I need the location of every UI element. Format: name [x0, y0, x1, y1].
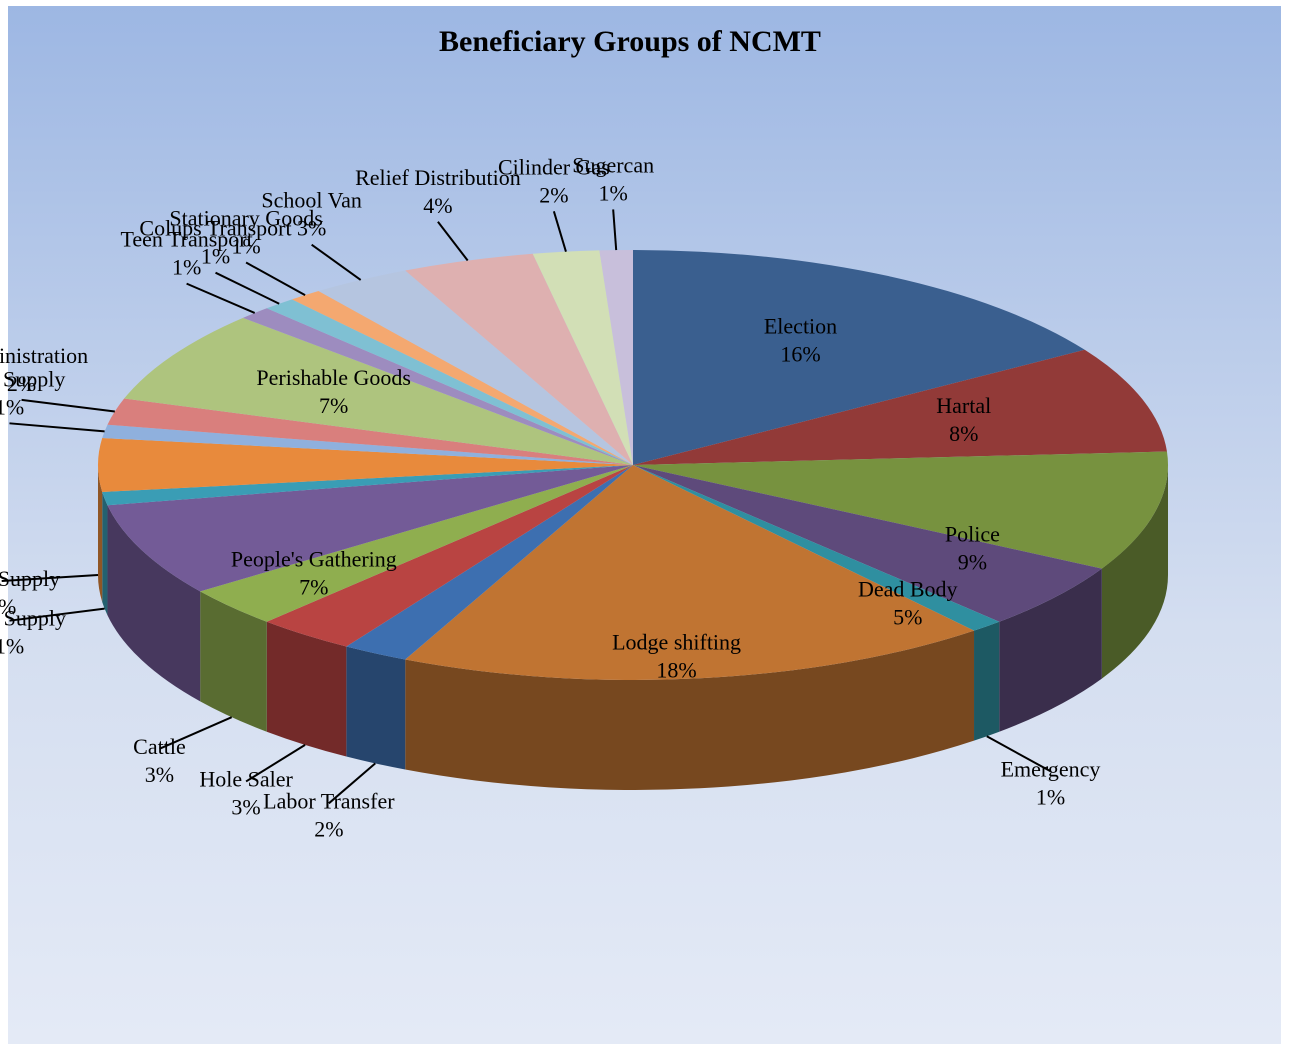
data-label-value: 3%: [297, 216, 326, 241]
leader-line: [21, 398, 115, 413]
slice-side: [200, 591, 267, 732]
slice: [102, 465, 634, 506]
slice: [266, 465, 633, 647]
data-label-name: Teen Transport: [120, 227, 252, 252]
data-label-name: Lodge shifting: [612, 630, 741, 655]
leader-line: [437, 221, 469, 262]
data-label-value: 8%: [949, 421, 978, 446]
data-label-value: 1%: [201, 244, 230, 269]
leader-line: [215, 271, 280, 305]
data-label-value: 2%: [539, 182, 568, 207]
data-label-name: Sugercan: [572, 152, 654, 177]
data-label-value: 1%: [1036, 784, 1065, 809]
data-label-value: 18%: [656, 658, 696, 683]
data-label-name: Sand Supply: [0, 366, 65, 391]
slice: [291, 291, 633, 465]
slice: [405, 465, 975, 681]
slice-side: [102, 491, 108, 616]
leader-line: [9, 607, 105, 622]
slice: [243, 308, 634, 465]
slice: [633, 465, 1102, 622]
data-label-name: Police: [945, 522, 1000, 547]
leader-line: [245, 744, 306, 783]
data-label-name: Administration: [0, 343, 88, 368]
slice: [532, 250, 633, 465]
slice: [124, 317, 634, 465]
leader-line: [612, 209, 618, 251]
slice-side: [1101, 465, 1168, 679]
data-label-name: Brick Supply: [0, 566, 60, 591]
slice-side: [266, 621, 347, 757]
leader-line: [986, 735, 1051, 773]
data-label-name: Cilinder Gas: [498, 154, 610, 179]
data-label-value: 2%: [7, 371, 36, 396]
slice-side: [405, 630, 975, 791]
slice: [98, 438, 634, 492]
slice: [318, 270, 633, 465]
data-label-value: 2%: [314, 816, 343, 841]
data-label-value: 16%: [780, 342, 820, 367]
data-label-value: 1%: [231, 234, 260, 259]
data-label-value: 9%: [958, 550, 987, 575]
data-label-value: 1%: [599, 180, 628, 205]
leader-line: [245, 261, 306, 296]
slice: [599, 250, 633, 465]
slice: [633, 349, 1167, 465]
slice: [200, 465, 633, 622]
data-label-name: Election: [764, 314, 837, 339]
slice-side: [107, 505, 201, 702]
slice: [633, 465, 1000, 631]
slice: [405, 253, 633, 465]
data-label-value: 3%: [145, 762, 174, 787]
data-label-value: 7%: [299, 575, 328, 600]
data-label-value: 1%: [0, 634, 24, 659]
data-label-name: People's Gathering: [231, 547, 397, 572]
data-label-value: 7%: [319, 393, 348, 418]
data-label-name: Hartal: [936, 393, 991, 418]
leader-line: [9, 422, 105, 433]
leader-line: [1, 574, 99, 582]
data-label-name: Relief Distribution: [355, 165, 521, 190]
slice-side: [974, 621, 1000, 741]
leader-line: [552, 211, 567, 252]
data-label-name: Colups Transport: [139, 216, 291, 241]
data-label-value: 5%: [893, 605, 922, 630]
data-label-name: Cattle: [133, 734, 186, 759]
slice-side: [346, 646, 406, 770]
slice: [107, 398, 633, 465]
data-label-value: 4%: [0, 594, 16, 619]
leader-line: [328, 762, 376, 805]
data-label-name: Labor Transfer: [263, 788, 395, 813]
data-label-name: Dead Body: [858, 577, 958, 602]
slice-side: [999, 568, 1102, 732]
chart-title: Beneficiary Groups of NCMT: [439, 25, 821, 58]
data-label-value: 1%: [172, 255, 201, 280]
leader-line: [311, 243, 362, 281]
data-label-value: 4%: [423, 193, 452, 218]
data-label-name: Food Supply: [0, 606, 66, 631]
data-label-name: Stationary Goods: [169, 206, 322, 231]
leader-line: [186, 282, 256, 314]
slice: [266, 299, 633, 465]
data-label-name: School Van: [261, 188, 361, 213]
leader-line: [159, 716, 233, 750]
slice-side: [98, 465, 103, 602]
data-label-name: Hole Saler: [199, 767, 293, 792]
data-label-name: Perishable Goods: [256, 365, 411, 390]
data-label-value: 1%: [0, 394, 24, 419]
data-label-name: Emergency: [1001, 756, 1101, 781]
slice: [633, 451, 1168, 569]
slice: [346, 465, 633, 660]
slice: [107, 465, 633, 592]
slice: [633, 250, 1085, 465]
slice: [102, 424, 634, 465]
data-label-value: 3%: [231, 795, 260, 820]
